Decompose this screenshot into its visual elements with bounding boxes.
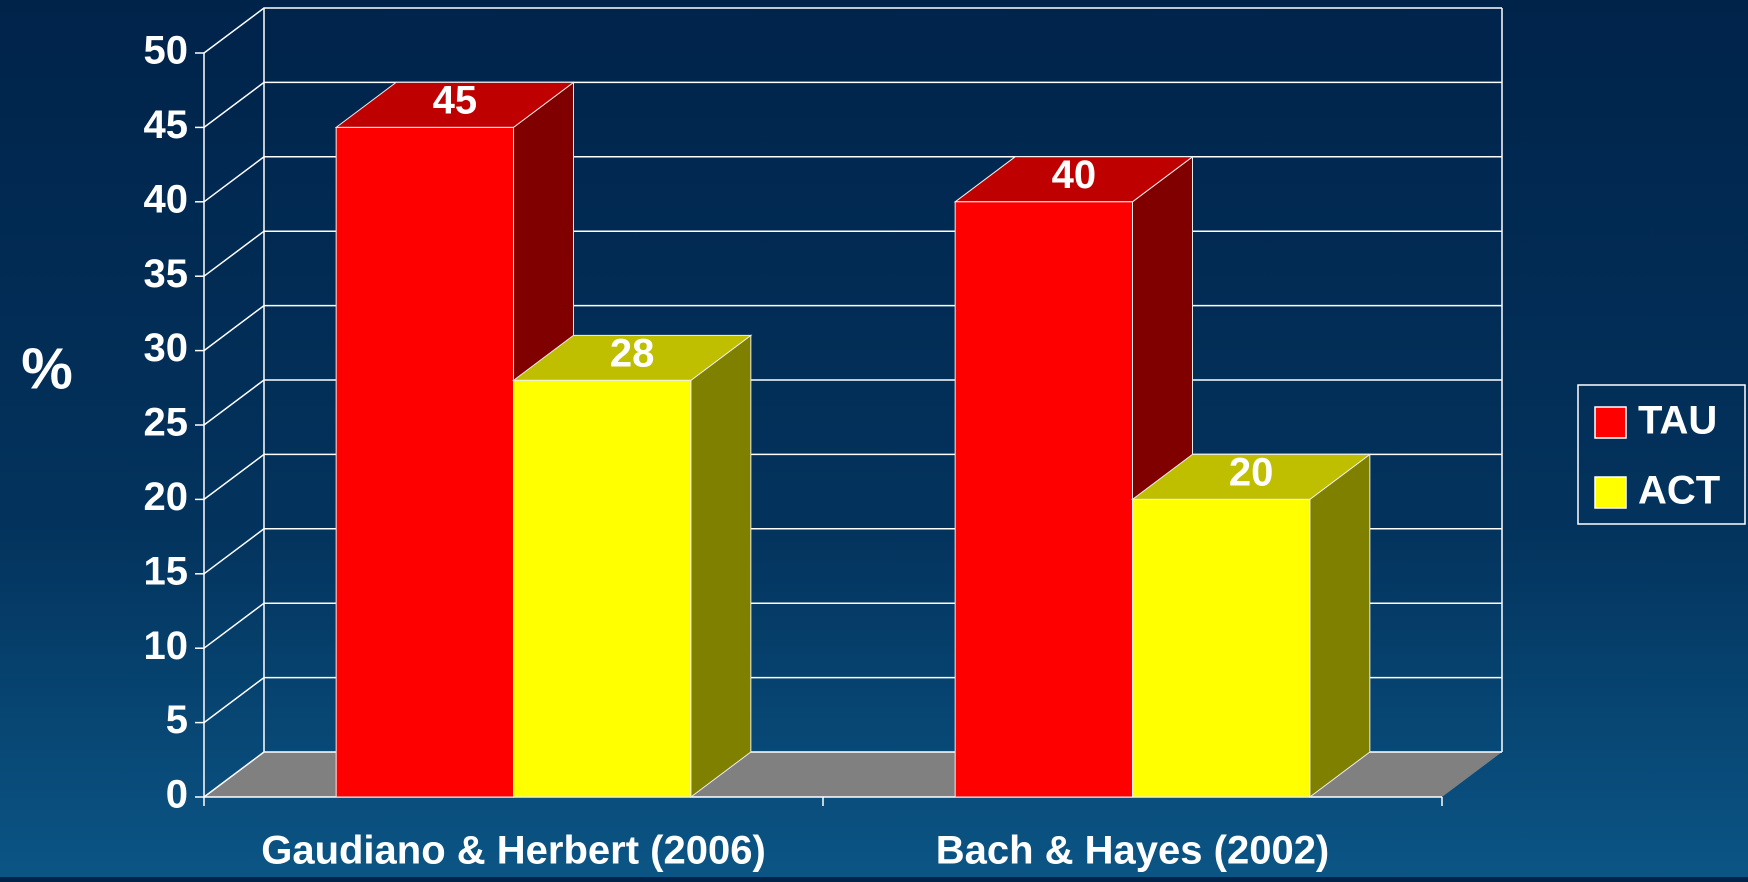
y-tick-label: 0 bbox=[166, 773, 188, 817]
bar bbox=[335, 126, 514, 798]
y-tick-label: 40 bbox=[144, 177, 189, 221]
bar-side bbox=[1309, 453, 1371, 798]
legend-label: TAU bbox=[1638, 399, 1717, 443]
bar-side bbox=[690, 334, 752, 798]
grid-line bbox=[203, 81, 1502, 129]
x-tick-label: Bach & Hayes (2002) bbox=[936, 829, 1330, 873]
x-tick-label: Gaudiano & Herbert (2006) bbox=[261, 829, 766, 873]
y-tick-label: 10 bbox=[144, 624, 189, 668]
y-tick-label: 5 bbox=[166, 698, 188, 742]
value-label: 40 bbox=[1052, 153, 1097, 197]
legend-label: ACT bbox=[1638, 469, 1720, 513]
bar bbox=[1132, 498, 1311, 798]
y-tick-label: 20 bbox=[144, 475, 189, 519]
y-tick-label: 25 bbox=[144, 401, 189, 445]
y-tick-label: 50 bbox=[144, 29, 189, 73]
legend-swatch bbox=[1594, 406, 1627, 439]
bar bbox=[513, 379, 692, 798]
y-tick-label: 30 bbox=[144, 326, 189, 370]
value-label: 28 bbox=[610, 331, 655, 375]
legend-box bbox=[1577, 384, 1746, 525]
y-axis-label: % bbox=[21, 336, 73, 401]
grid-line bbox=[203, 7, 1502, 54]
y-tick-label: 15 bbox=[144, 549, 189, 593]
bar bbox=[954, 201, 1133, 798]
y-tick-label: 45 bbox=[144, 103, 189, 147]
value-label: 20 bbox=[1229, 450, 1274, 494]
value-label: 45 bbox=[433, 78, 478, 122]
legend-swatch bbox=[1594, 476, 1627, 509]
y-tick-label: 35 bbox=[144, 252, 189, 296]
